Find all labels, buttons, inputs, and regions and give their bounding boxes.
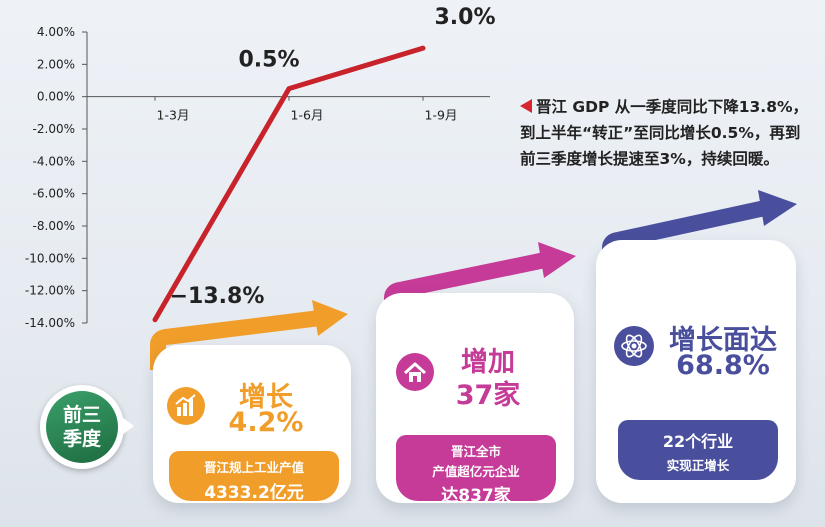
card-1-ribbon: 晋江规上工业产值 4333.2亿元 xyxy=(169,451,339,503)
x-category-labels: 1-3月 1-6月 1-9月 xyxy=(157,108,458,123)
y-tick-label: -2.00% xyxy=(33,122,75,136)
card-2-ribbon: 晋江全市 产值超亿元企业 达837家 xyxy=(396,435,556,506)
y-tick-label: 0.00% xyxy=(37,90,75,104)
data-labels: −13.8% 0.5% 3.0% xyxy=(170,5,496,309)
x-category-label: 1-3月 xyxy=(157,108,190,123)
chart-axes xyxy=(82,31,490,324)
data-label: 0.5% xyxy=(238,48,299,73)
y-tick-label: -8.00% xyxy=(33,219,75,233)
step-arrow-2-head xyxy=(538,242,576,278)
card-2-ribbon-line-1: 晋江全市 xyxy=(450,444,501,459)
summary-note: 晋江 GDP 从一季度同比下降13.8%，到上半年“转正”至同比增长0.5%，再… xyxy=(520,94,810,172)
badge-line-2: 季度 xyxy=(62,428,101,450)
y-tick-label: -12.00% xyxy=(25,284,75,298)
x-category-label: 1-9月 xyxy=(425,108,458,123)
card-2-value: 37家 xyxy=(455,380,521,411)
series-line xyxy=(152,45,426,323)
bar-chart-icon xyxy=(167,387,205,425)
badge-line-1: 前三 xyxy=(62,404,101,426)
step-arrow-3-head xyxy=(758,190,797,226)
card-1-title: 增长 xyxy=(239,382,293,413)
card-3-ribbon-line-2: 实现正增长 xyxy=(666,458,730,473)
y-tick-label: -14.00% xyxy=(25,316,75,330)
card-industries: 增长面达 68.8% 22个行业 实现正增长 xyxy=(596,240,796,503)
card-3-value: 68.8% xyxy=(676,350,770,381)
y-tick-label: -4.00% xyxy=(33,154,75,168)
y-tick-label: 4.00% xyxy=(37,25,75,39)
home-icon xyxy=(396,353,434,391)
card-3-ribbon: 22个行业 实现正增长 xyxy=(618,420,778,480)
card-enterprises: 增加 37家 晋江全市 产值超亿元企业 达837家 xyxy=(376,293,574,506)
card-1-ribbon-line-2: 4333.2亿元 xyxy=(204,483,304,503)
y-tick-label: -6.00% xyxy=(33,187,75,201)
period-badge: 前三 季度 xyxy=(30,377,134,477)
y-tick-labels: 4.00% 2.00% 0.00% -2.00% -4.00% -6.00% -8.00% -… xyxy=(25,25,75,330)
card-3-ribbon-line-1: 22个行业 xyxy=(662,432,734,451)
card-1-ribbon-line-1: 晋江规上工业产值 xyxy=(203,460,304,475)
step-arrow-1 xyxy=(150,310,321,370)
card-2-ribbon-line-2: 产值超亿元企业 xyxy=(432,464,520,479)
card-1-value: 4.2% xyxy=(228,407,304,438)
card-2-ribbon-line-3: 达837家 xyxy=(441,486,511,506)
data-label: −13.8% xyxy=(170,284,265,309)
note-arrow-icon xyxy=(520,99,532,113)
series-line-path xyxy=(152,45,426,323)
card-2-title: 增加 xyxy=(461,347,515,378)
y-tick-label: 2.00% xyxy=(37,57,75,71)
step-arrow-1-head xyxy=(312,300,348,336)
y-tick-label: -10.00% xyxy=(25,251,75,265)
x-category-label: 1-6月 xyxy=(291,108,324,123)
summary-note-text: 晋江 GDP 从一季度同比下降13.8%，到上半年“转正”至同比增长0.5%，再… xyxy=(520,98,809,168)
card-3-title: 增长面达 xyxy=(669,325,777,356)
card-industrial-output: 增长 4.2% 晋江规上工业产值 4333.2亿元 xyxy=(153,345,351,503)
atom-icon xyxy=(614,326,654,366)
data-label: 3.0% xyxy=(434,5,495,30)
